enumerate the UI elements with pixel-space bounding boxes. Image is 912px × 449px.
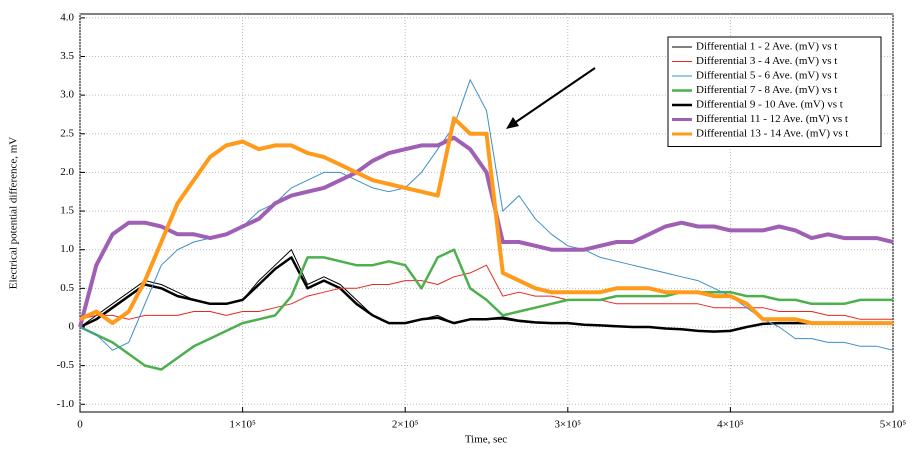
legend-label: Differential 11 - 12 Ave. (mV) vs t — [696, 113, 848, 125]
y-tick-label: 4.0 — [60, 11, 74, 23]
y-tick-label: 1.5 — [60, 205, 74, 217]
y-tick-label: 1.0 — [60, 243, 74, 255]
y-tick-label: 3.0 — [60, 89, 74, 101]
legend: Differential 1 - 2 Ave. (mV) vs t Differe… — [667, 36, 882, 147]
x-tick-label: 3×10⁵ — [555, 419, 582, 431]
series-line — [79, 116, 893, 326]
lines — [78, 79, 894, 371]
legend-label: Differential 7 - 8 Ave. (mV) vs t — [696, 84, 837, 96]
x-tick-label: 0 — [77, 419, 83, 431]
series-line — [79, 264, 893, 320]
x-tick-label: 4×10⁵ — [717, 419, 744, 431]
legend-label: Differential 5 - 6 Ave. (mV) vs t — [696, 70, 837, 82]
arrow-head — [506, 117, 519, 129]
series-line — [79, 249, 893, 332]
y-tick-label: -1.0 — [57, 398, 75, 410]
y-tick-label: -0.5 — [57, 359, 75, 371]
y-tick-label: 0.5 — [60, 282, 74, 294]
arrow — [509, 67, 596, 127]
legend-box — [667, 36, 882, 147]
x-tick-label: 2×10⁵ — [392, 419, 419, 431]
series-line — [78, 135, 894, 328]
grid: -1.0 -0.5 0 0.5 1.0 1.5 2.0 2.5 3.0 3.5 4.0 0 1×10⁵ 2… — [57, 11, 907, 430]
y-tick-label: 3.5 — [60, 50, 74, 62]
y-tick-label: 2.0 — [60, 166, 74, 178]
legend-label: Differential 13 - 14 Ave. (mV) vs t — [696, 128, 848, 140]
legend-label: Differential 9 - 10 Ave. (mV) vs t — [696, 99, 843, 111]
legend-label: Differential 1 - 2 Ave. (mV) vs t — [696, 41, 837, 53]
x-tick-label: 5×10⁵ — [880, 419, 907, 431]
y-axis-label: Electrical potential difference, mV — [8, 137, 20, 290]
y-tick-label: 0 — [69, 321, 75, 333]
x-axis-label: Time, sec — [465, 434, 507, 446]
legend-label: Differential 3 - 4 Ave. (mV) vs t — [696, 55, 837, 67]
y-tick-label: 2.5 — [60, 127, 74, 139]
x-tick-label: 1×10⁵ — [229, 419, 256, 431]
series-line — [79, 248, 893, 371]
